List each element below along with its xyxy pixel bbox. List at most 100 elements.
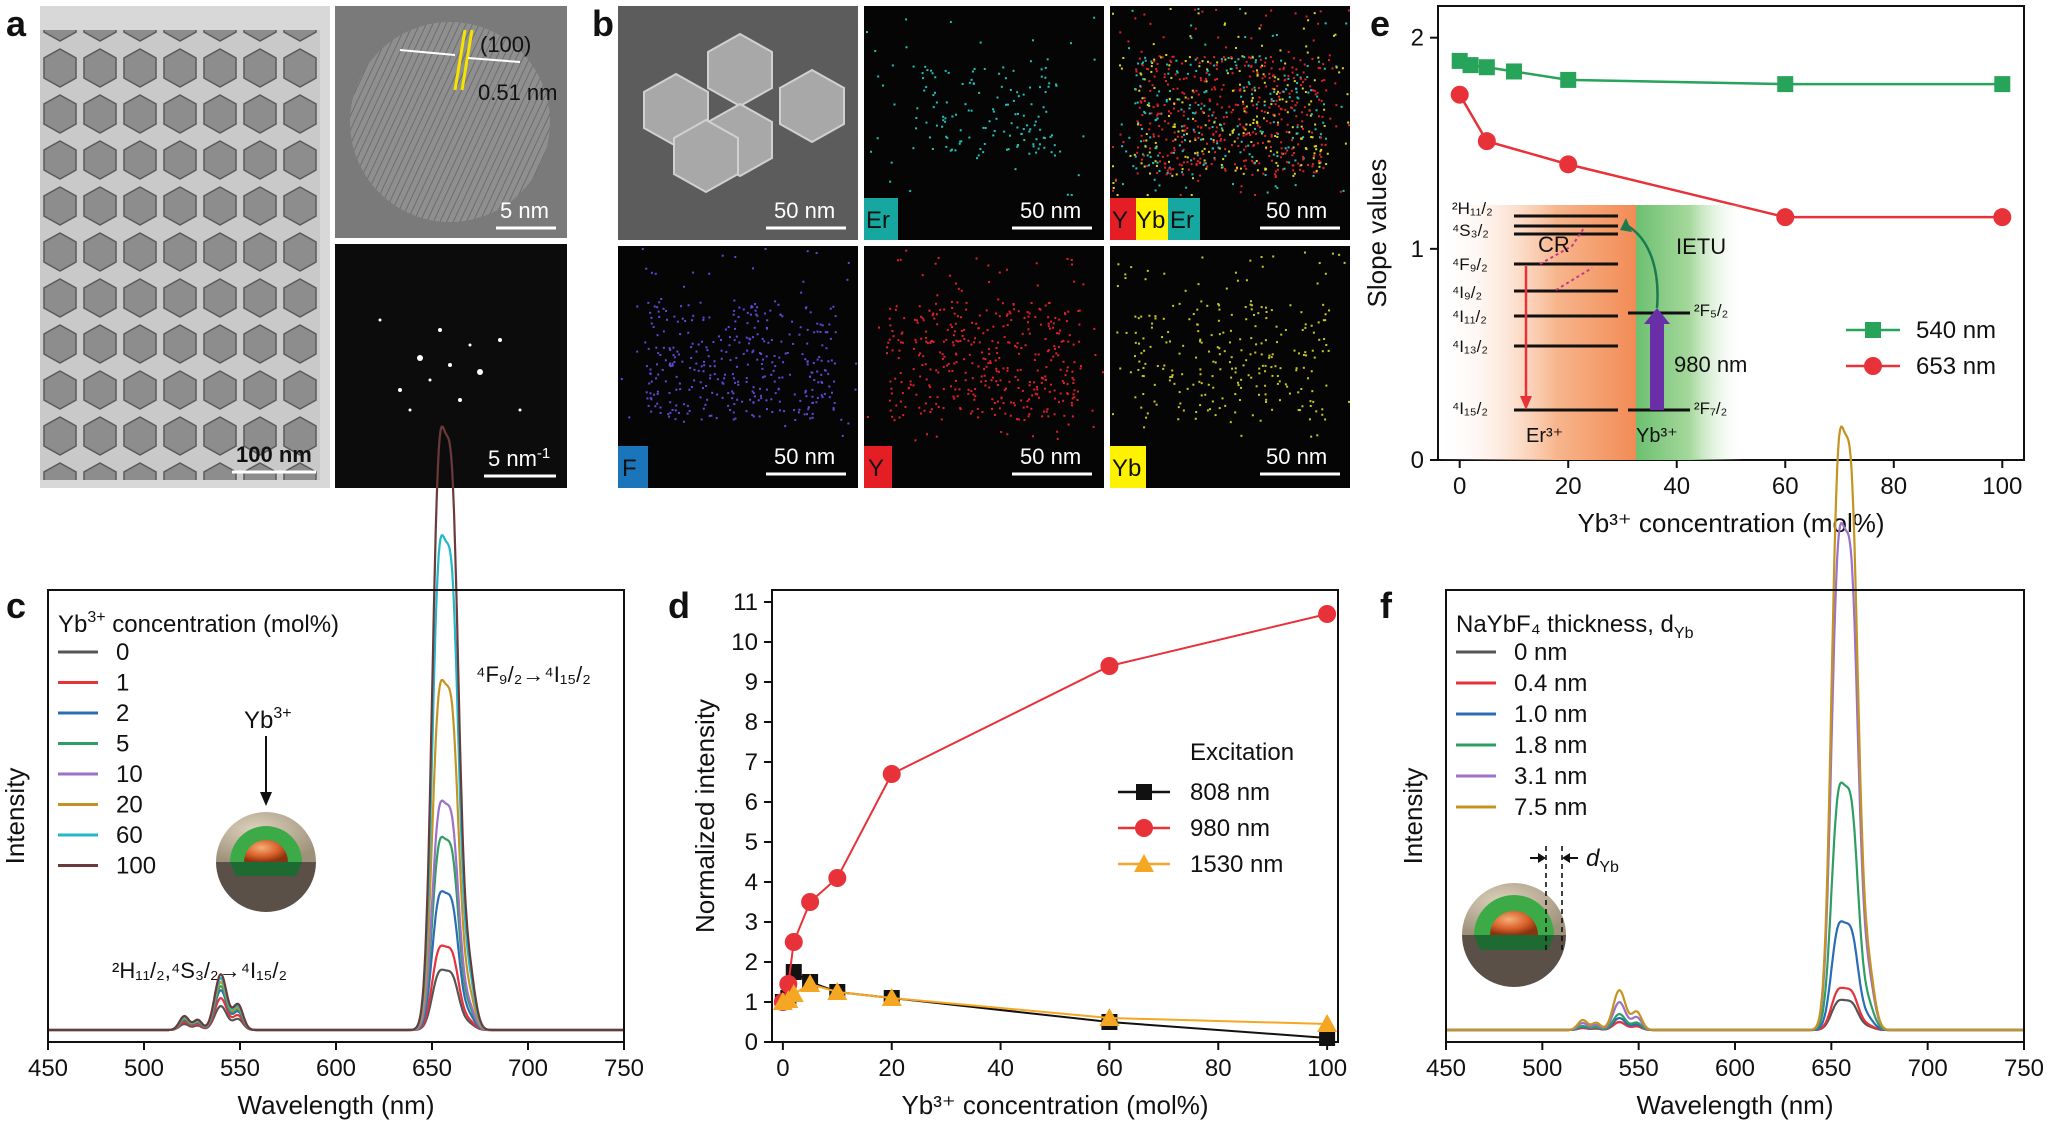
panel-f-inset-nanoparticle: dYb bbox=[1462, 845, 1619, 987]
d-point-1-4 bbox=[828, 869, 847, 887]
er-scale-label: 50 nm bbox=[1020, 198, 1081, 223]
f-xtick-label: 700 bbox=[1908, 1055, 1948, 1082]
d-xtick-label: 0 bbox=[776, 1055, 789, 1082]
d-point-2-5 bbox=[881, 988, 902, 1006]
y-scale-label: 50 nm bbox=[1020, 444, 1081, 469]
d-xtick-label: 80 bbox=[1205, 1055, 1232, 1082]
e-point-1-1 bbox=[1477, 132, 1496, 151]
c-xtick-label: 550 bbox=[220, 1055, 260, 1082]
f-legend-label: 3.1 nm bbox=[1514, 763, 1587, 790]
panel-b-er-map: Er 50 nm bbox=[864, 6, 1104, 240]
d-ytick-label: 8 bbox=[745, 709, 758, 736]
panel-b-y-map: Y 50 nm bbox=[864, 246, 1104, 488]
e-legend-label: 540 nm bbox=[1916, 317, 1996, 344]
f-spectrum-0 bbox=[1446, 998, 2024, 1032]
level-2h11: ²H₁₁/₂ bbox=[1452, 199, 1493, 218]
e-xtick-label: 40 bbox=[1663, 473, 1690, 500]
yb-tag: Yb bbox=[1112, 455, 1141, 482]
panel-b-overlay-map: Y Yb Er 50 nm bbox=[1110, 6, 1350, 240]
er-ion-label: Er³⁺ bbox=[1526, 425, 1563, 447]
f-xlabel: Wavelength (nm) bbox=[1637, 1090, 1834, 1120]
level-4i112: ⁴I₁₁/₂ bbox=[1452, 307, 1487, 326]
e-legend-marker bbox=[1865, 322, 1881, 338]
cr-label: CR bbox=[1538, 232, 1570, 257]
d-point-2-4 bbox=[827, 982, 848, 1000]
d-ytick-label: 11 bbox=[733, 589, 758, 616]
panel-label-f: f bbox=[1380, 585, 1393, 626]
f-xtick-label: 500 bbox=[1522, 1055, 1562, 1082]
e-xtick-label: 20 bbox=[1555, 473, 1582, 500]
e-point-0-4 bbox=[1560, 71, 1577, 88]
e-point-0-5 bbox=[1777, 76, 1794, 93]
level-2f72: ²F₇/₂ bbox=[1694, 399, 1727, 418]
e-point-1-0 bbox=[1450, 85, 1469, 104]
panel-c-spectra: ²H₁₁/₂,⁴S₃/₂→⁴I₁₅/₂ ⁴F₉/₂→⁴I₁₅/₂ 450 500 5… bbox=[0, 425, 644, 1120]
panel-label-a: a bbox=[6, 3, 27, 44]
e-point-1-3 bbox=[1776, 208, 1795, 227]
d-legend-title: Excitation bbox=[1190, 739, 1294, 766]
d-legend-marker bbox=[1136, 784, 1152, 800]
hrtem-scale-label: 5 nm bbox=[500, 198, 549, 223]
d-legend-label: 1530 nm bbox=[1190, 851, 1283, 878]
er-tag: Er bbox=[866, 207, 890, 234]
f-tag: F bbox=[622, 455, 637, 482]
e-point-1-4 bbox=[1993, 208, 2012, 227]
overlay-tag-er: Er bbox=[1170, 207, 1194, 234]
y-tag: Y bbox=[868, 455, 884, 482]
f-legend-label: 1.0 nm bbox=[1514, 701, 1587, 728]
c-legend-label: 0 bbox=[116, 639, 129, 666]
c-xtick-label: 650 bbox=[412, 1055, 452, 1082]
e-ytick-label: 1 bbox=[1411, 236, 1424, 263]
e-ytick-label: 0 bbox=[1411, 447, 1424, 474]
e-xtick-label: 60 bbox=[1772, 473, 1799, 500]
c-xtick-label: 500 bbox=[124, 1055, 164, 1082]
c-ylabel: Intensity bbox=[0, 768, 30, 865]
d-ytick-label: 6 bbox=[745, 789, 758, 816]
f-legend-label: 1.8 nm bbox=[1514, 732, 1587, 759]
ietu-label: IETU bbox=[1676, 234, 1726, 259]
e-series-line-1 bbox=[1458, 94, 2003, 219]
panel-b-haadf-image: 50 nm bbox=[618, 6, 858, 240]
e-point-0-3 bbox=[1505, 63, 1522, 80]
c-xtick-label: 700 bbox=[508, 1055, 548, 1082]
d-ylabel: Normalized intensity bbox=[690, 699, 720, 933]
e-series-line-0 bbox=[1459, 59, 2003, 86]
e-ylabel: Slope values bbox=[1362, 159, 1392, 308]
f-scale-label: 50 nm bbox=[774, 444, 835, 469]
d-legend-marker bbox=[1135, 819, 1153, 837]
f-spectrum-1 bbox=[1446, 986, 2024, 1032]
panel-label-e: e bbox=[1370, 3, 1390, 44]
d-point-1-2 bbox=[784, 933, 803, 951]
c-plot-frame bbox=[47, 589, 625, 1043]
f-legend-label: 7.5 nm bbox=[1514, 794, 1587, 821]
d-ytick-label: 0 bbox=[745, 1029, 758, 1056]
tem-scale-label: 100 nm bbox=[236, 442, 312, 467]
overlay-scale-label: 50 nm bbox=[1266, 198, 1327, 223]
level-4f92: ⁴F₉/₂ bbox=[1452, 255, 1488, 274]
level-4i132: ⁴I₁₃/₂ bbox=[1452, 337, 1488, 356]
er-tag-bg bbox=[864, 198, 898, 240]
e-xtick-label: 80 bbox=[1880, 473, 1907, 500]
d-xtick-label: 60 bbox=[1096, 1055, 1123, 1082]
f-xtick-label: 650 bbox=[1811, 1055, 1851, 1082]
d-series-line-0 bbox=[782, 970, 1328, 1039]
yb-scale-label: 50 nm bbox=[1266, 444, 1327, 469]
panel-e-slope-chart: 0 20 40 60 80 100 Yb³⁺ concentration (mol%) 0 1 2… bbox=[1362, 5, 2025, 538]
panel-c-inset-nanoparticle: Yb3+ bbox=[216, 705, 316, 912]
e-ytick-label: 2 bbox=[1411, 25, 1424, 52]
panel-a-tem-image: 100 nm bbox=[40, 6, 330, 488]
panel-a-hrtem-image: (100) 0.51 nm 5 nm bbox=[335, 6, 567, 238]
panel-d-normalized-intensity: 0 20 40 60 80 100 Yb³⁺ concentration (mol%) 0 1 2… bbox=[690, 589, 1347, 1120]
d-legend-label: 980 nm bbox=[1190, 815, 1270, 842]
c-legend-label: 10 bbox=[116, 761, 143, 788]
panel-c-peak-label-left: ²H₁₁/₂,⁴S₃/₂→⁴I₁₅/₂ bbox=[112, 958, 287, 983]
c-legend-label: 1 bbox=[116, 670, 129, 697]
level-4s32: ⁴S₃/₂ bbox=[1452, 221, 1489, 240]
f-ylabel: Intensity bbox=[1398, 768, 1428, 865]
c-xlabel: Wavelength (nm) bbox=[238, 1090, 435, 1120]
d-point-0-7 bbox=[1319, 1030, 1336, 1046]
d-ytick-label: 2 bbox=[745, 949, 758, 976]
c-legend-label: 60 bbox=[116, 822, 143, 849]
d-series-line-1 bbox=[781, 613, 1328, 1003]
